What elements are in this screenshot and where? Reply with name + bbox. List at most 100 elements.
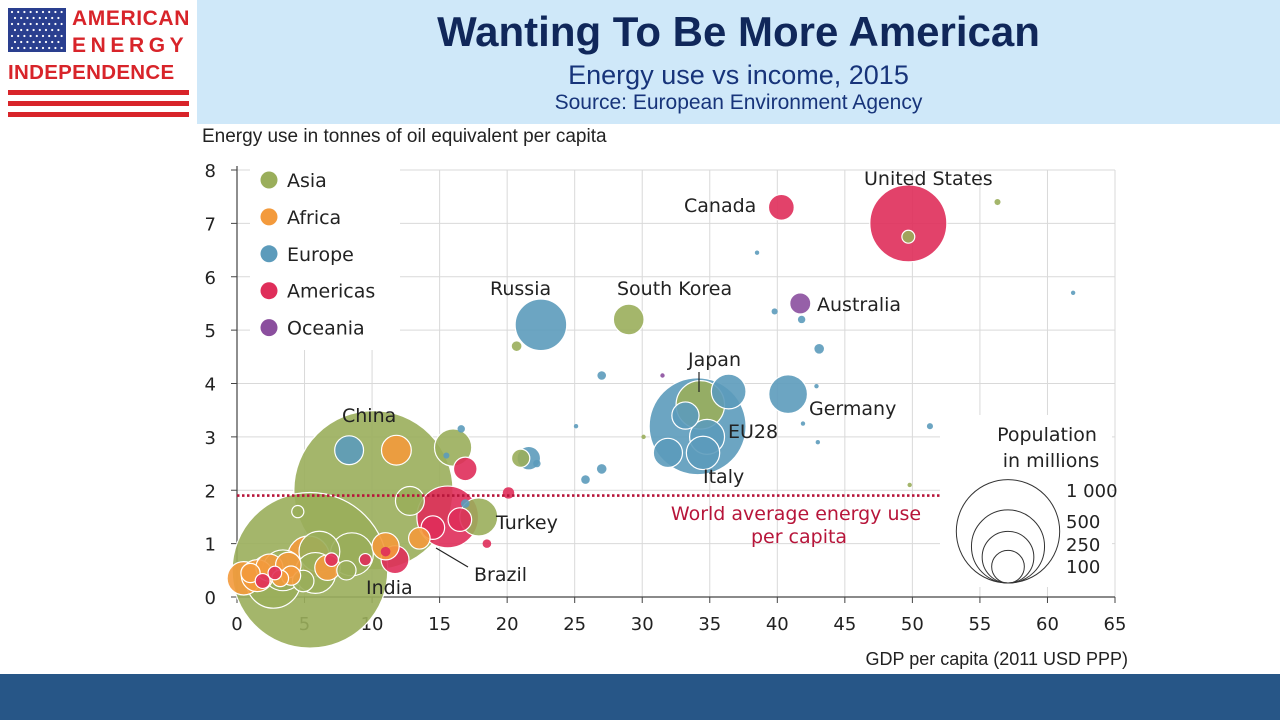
bubble-asia bbox=[394, 485, 425, 516]
bubble-americas bbox=[869, 184, 948, 263]
y-tick-label: 8 bbox=[205, 161, 216, 182]
legend: Asia Africa Europe Americas Oceania bbox=[250, 164, 400, 350]
bubble-asia bbox=[612, 303, 645, 336]
flag-star bbox=[29, 10, 32, 14]
bubble-americas bbox=[767, 193, 795, 221]
y-axis-label: Energy use in tonnes of oil equivalent p… bbox=[202, 126, 607, 147]
bubble-europe bbox=[514, 298, 568, 352]
flag-star bbox=[23, 22, 26, 26]
flag-star bbox=[10, 34, 14, 38]
x-tick-label: 0 bbox=[231, 614, 242, 635]
size-legend-value: 1 000 bbox=[1066, 481, 1118, 502]
size-legend-value: 500 bbox=[1066, 512, 1100, 533]
flag-star bbox=[32, 28, 35, 32]
flag-star bbox=[10, 10, 14, 14]
flag-star bbox=[54, 34, 57, 38]
y-tick-label: 7 bbox=[205, 214, 216, 235]
bubble-europe bbox=[754, 250, 760, 255]
size-legend-background bbox=[940, 415, 1112, 587]
flag-star bbox=[17, 46, 20, 50]
country-label: Turkey bbox=[495, 512, 558, 534]
flag-star bbox=[13, 16, 17, 20]
bubble-americas bbox=[324, 552, 339, 568]
bubbles bbox=[226, 184, 1076, 649]
legend-swatch bbox=[260, 171, 278, 189]
bubble-europe bbox=[334, 435, 365, 466]
flag-star bbox=[44, 28, 48, 32]
country-label: Italy bbox=[703, 466, 744, 488]
country-label: Japan bbox=[687, 349, 741, 371]
country-label: China bbox=[342, 405, 396, 427]
bubble-americas bbox=[482, 539, 492, 548]
world-average-label: per capita bbox=[751, 526, 847, 548]
bubble-asia bbox=[291, 504, 305, 519]
flag-star bbox=[17, 34, 20, 38]
flag-star bbox=[48, 46, 51, 50]
bubble-asia bbox=[641, 434, 646, 440]
flag-star bbox=[41, 46, 45, 50]
bubble-europe bbox=[533, 459, 541, 468]
flag-star bbox=[29, 46, 32, 50]
flag-star bbox=[20, 16, 23, 20]
flag-star bbox=[35, 46, 38, 50]
x-tick-label: 60 bbox=[1036, 614, 1059, 635]
country-label: United States bbox=[864, 168, 993, 190]
bubble-europe bbox=[814, 343, 824, 354]
bubble-africa bbox=[408, 526, 431, 550]
flag-star bbox=[57, 16, 60, 20]
legend-label: Africa bbox=[287, 207, 341, 229]
country-label: Germany bbox=[809, 398, 896, 420]
flag-star bbox=[17, 22, 20, 26]
flag-star bbox=[26, 40, 29, 44]
size-legend-value: 100 bbox=[1066, 557, 1100, 578]
bubble-americas bbox=[267, 565, 283, 581]
flag-star bbox=[10, 46, 14, 50]
logo-line-1: AMERICAN bbox=[72, 7, 190, 30]
size-legend-title: Population bbox=[997, 424, 1097, 446]
flag-star bbox=[54, 10, 57, 14]
scatter-chart: 05101520253035404550556065012345678 Worl… bbox=[205, 161, 1126, 649]
country-label: Canada bbox=[684, 195, 756, 217]
bubble-asia bbox=[901, 229, 916, 244]
flag-star bbox=[60, 46, 63, 50]
bubble-europe bbox=[768, 374, 809, 415]
flag-star bbox=[32, 40, 35, 44]
flag-star bbox=[51, 16, 54, 20]
bubble-europe bbox=[460, 499, 470, 508]
flag-star bbox=[54, 46, 57, 50]
bubble-europe bbox=[596, 464, 607, 474]
footer-bar bbox=[0, 674, 1280, 720]
flag-star bbox=[10, 22, 14, 26]
bubble-asia bbox=[511, 341, 522, 351]
flag-star bbox=[41, 10, 45, 14]
flag-icon bbox=[8, 8, 66, 52]
leader-line bbox=[435, 547, 469, 568]
flag-stars bbox=[8, 8, 66, 52]
bubble-asia bbox=[994, 198, 1001, 206]
bubble-europe bbox=[710, 373, 747, 410]
header-band: AMERICAN ENERGY INDEPENDENCE Wanting To … bbox=[0, 0, 1280, 124]
flag-star bbox=[48, 34, 51, 38]
country-label: EU28 bbox=[728, 421, 778, 443]
bubble-europe bbox=[815, 440, 821, 445]
y-tick-label: 5 bbox=[205, 321, 216, 342]
bubble-europe bbox=[671, 401, 700, 430]
x-tick-label: 55 bbox=[968, 614, 991, 635]
size-legend-circle bbox=[991, 549, 1025, 584]
bubble-americas bbox=[358, 552, 373, 567]
legend-swatch bbox=[260, 319, 278, 337]
bubble-europe bbox=[443, 452, 450, 459]
flag-star bbox=[26, 16, 29, 20]
flag-star bbox=[54, 22, 57, 26]
flag-star bbox=[20, 40, 23, 44]
bubble-africa bbox=[380, 434, 412, 466]
flag-star bbox=[29, 22, 32, 26]
bubble-americas bbox=[447, 507, 473, 532]
flag-star bbox=[23, 46, 26, 50]
logo-stripe bbox=[8, 90, 189, 95]
legend-swatch bbox=[260, 282, 278, 300]
flag-star bbox=[38, 40, 41, 44]
y-tick-label: 6 bbox=[205, 268, 216, 289]
bubble-asia bbox=[907, 482, 912, 488]
